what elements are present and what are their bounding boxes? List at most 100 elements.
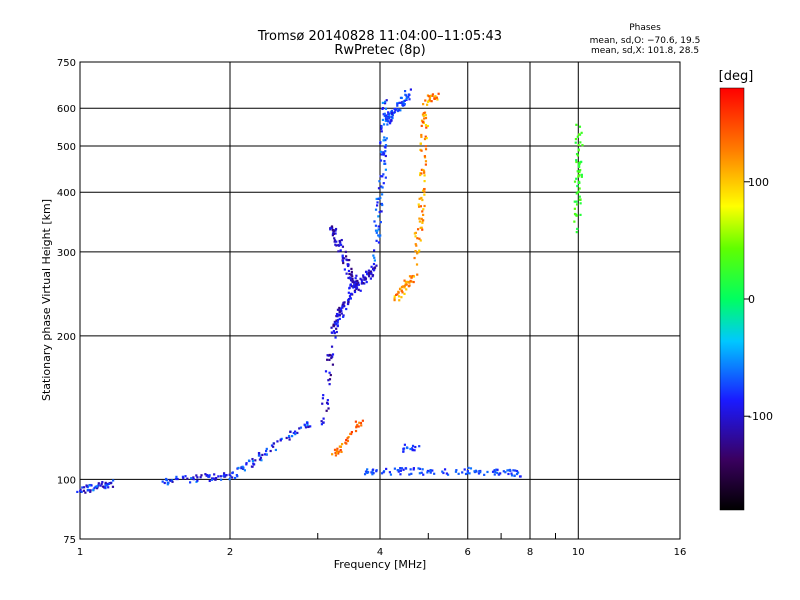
data-point <box>377 234 380 237</box>
data-point <box>418 467 422 471</box>
data-point <box>420 471 423 474</box>
data-point <box>378 210 381 214</box>
data-point <box>393 297 396 300</box>
data-point <box>437 92 440 95</box>
data-point <box>387 111 390 114</box>
data-point <box>345 272 348 275</box>
data-point <box>292 431 295 435</box>
data-point <box>379 159 383 162</box>
data-point <box>397 470 400 473</box>
data-point <box>573 207 576 210</box>
data-point <box>82 489 85 492</box>
data-point <box>576 184 579 188</box>
data-point <box>575 177 578 180</box>
data-point <box>388 122 392 125</box>
data-point <box>424 160 428 163</box>
data-point <box>333 331 336 335</box>
data-point <box>106 482 109 486</box>
data-point <box>390 115 393 119</box>
data-point <box>381 203 384 207</box>
data-point <box>496 468 499 471</box>
data-point <box>375 197 378 201</box>
data-point <box>507 472 510 476</box>
data-point <box>101 481 104 484</box>
data-point <box>357 281 360 284</box>
x-tick-label: 8 <box>527 547 533 558</box>
data-point <box>340 312 343 315</box>
data-point <box>380 472 384 475</box>
data-point <box>574 141 577 144</box>
data-point <box>342 261 345 265</box>
data-point <box>486 470 489 474</box>
data-point <box>396 102 399 106</box>
data-points <box>76 88 584 494</box>
data-point <box>409 447 412 451</box>
data-point <box>421 210 424 213</box>
data-point <box>353 290 357 294</box>
data-point <box>425 126 428 129</box>
data-point <box>363 473 367 476</box>
data-point <box>346 299 350 302</box>
data-point <box>514 469 517 472</box>
data-point <box>328 358 331 361</box>
data-point <box>217 475 220 478</box>
data-point <box>381 118 385 122</box>
data-point <box>237 466 240 470</box>
data-point <box>324 370 328 373</box>
data-point <box>163 481 166 485</box>
data-point <box>575 160 578 164</box>
data-point <box>330 226 333 229</box>
data-point <box>372 269 375 272</box>
data-point <box>499 472 502 475</box>
data-point <box>390 111 394 114</box>
data-point <box>421 220 424 223</box>
data-point <box>188 481 192 484</box>
data-point <box>270 444 274 447</box>
data-point <box>411 444 415 447</box>
data-point <box>328 378 332 381</box>
data-point <box>97 484 100 487</box>
data-point <box>93 486 96 490</box>
data-point <box>578 187 581 190</box>
data-point <box>408 275 412 278</box>
data-point <box>417 205 421 208</box>
data-point <box>410 276 413 279</box>
data-point <box>397 469 400 472</box>
data-point <box>412 467 415 470</box>
y-tick-label: 200 <box>57 332 76 343</box>
data-point <box>212 477 215 480</box>
data-point <box>384 144 388 147</box>
data-point <box>578 162 581 165</box>
data-point <box>335 330 338 334</box>
data-point <box>418 472 421 475</box>
data-point <box>412 280 415 284</box>
data-point <box>341 254 344 257</box>
data-point <box>407 95 410 98</box>
data-point <box>358 421 361 424</box>
data-point <box>401 285 404 288</box>
data-point <box>380 124 383 128</box>
data-point <box>299 426 303 429</box>
data-point <box>382 113 385 116</box>
data-point <box>347 300 350 304</box>
colorbar-tick-label: -100 <box>748 410 773 423</box>
data-point <box>380 127 383 130</box>
data-point <box>415 263 419 266</box>
data-point <box>576 154 580 157</box>
data-point <box>327 407 330 410</box>
x-axis-ticks: 1 2 4 6 8 10 16 <box>77 533 686 558</box>
data-point <box>349 276 352 279</box>
data-point <box>431 93 435 96</box>
data-point <box>104 481 107 484</box>
data-point <box>367 271 370 274</box>
data-point <box>422 114 425 118</box>
data-point <box>380 185 383 188</box>
chart-title: Tromsø 20140828 11:04:00–11:05:43 <box>257 29 502 44</box>
data-point <box>373 220 376 223</box>
data-point <box>510 472 513 475</box>
data-point <box>269 449 272 453</box>
data-point <box>401 291 404 294</box>
data-point <box>184 475 187 478</box>
data-point <box>417 203 420 206</box>
data-point <box>240 466 243 470</box>
